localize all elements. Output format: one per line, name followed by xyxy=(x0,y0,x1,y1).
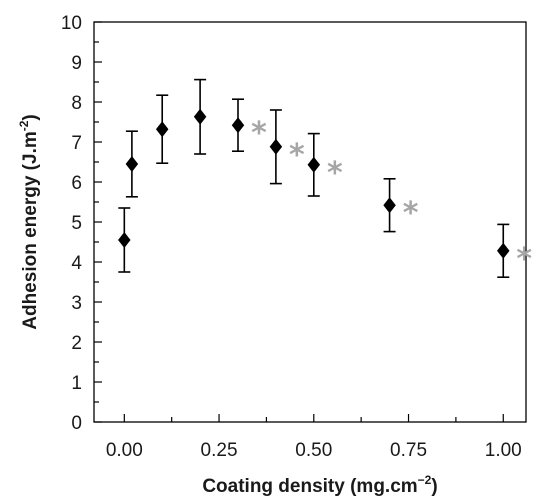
x-tick-label: 0.00 xyxy=(106,440,143,461)
diamond-marker xyxy=(497,242,510,259)
diamond-marker xyxy=(118,232,131,248)
y-tick-label: 0 xyxy=(71,413,82,434)
y-tick-label: 4 xyxy=(71,253,82,274)
y-tick-label: 5 xyxy=(71,213,82,234)
significance-star: * xyxy=(327,156,343,191)
diamond-marker xyxy=(125,156,139,172)
data-series: * * * * * xyxy=(118,78,532,279)
y-tick-label: 10 xyxy=(61,13,82,34)
diamond-marker xyxy=(307,156,321,173)
x-axis: 0.00 0.25 0.50 0.75 1.00 xyxy=(106,414,522,461)
y-tick-label: 1 xyxy=(71,373,82,394)
y-tick-label: 9 xyxy=(71,53,82,74)
x-tick-label: 1.00 xyxy=(485,440,522,461)
y-tick-label: 2 xyxy=(71,333,82,354)
diamond-marker xyxy=(155,121,169,138)
x-axis-title: Coating density (mg.cm−2) xyxy=(202,473,437,497)
y-tick-label: 3 xyxy=(71,293,82,314)
significance-star: * xyxy=(516,242,532,277)
y-tick-label: 7 xyxy=(71,133,82,154)
significance-star: * xyxy=(289,138,305,173)
diamond-marker xyxy=(193,108,207,125)
diamond-marker xyxy=(231,117,245,134)
plot-frame xyxy=(93,21,527,423)
y-axis-title: Adhesion energy (J.m-2) xyxy=(17,114,41,330)
diamond-marker xyxy=(383,197,396,214)
y-tick-label: 8 xyxy=(71,93,82,114)
significance-star: * xyxy=(403,196,419,231)
x-tick-label: 0.50 xyxy=(295,440,332,461)
x-tick-label: 0.75 xyxy=(390,440,427,461)
diamond-marker xyxy=(269,138,283,155)
y-axis: 0 1 2 3 4 5 6 7 8 9 10 xyxy=(61,13,102,434)
y-tick-label: 6 xyxy=(71,173,82,194)
significance-star: * xyxy=(251,116,267,151)
x-tick-label: 0.25 xyxy=(201,440,238,461)
